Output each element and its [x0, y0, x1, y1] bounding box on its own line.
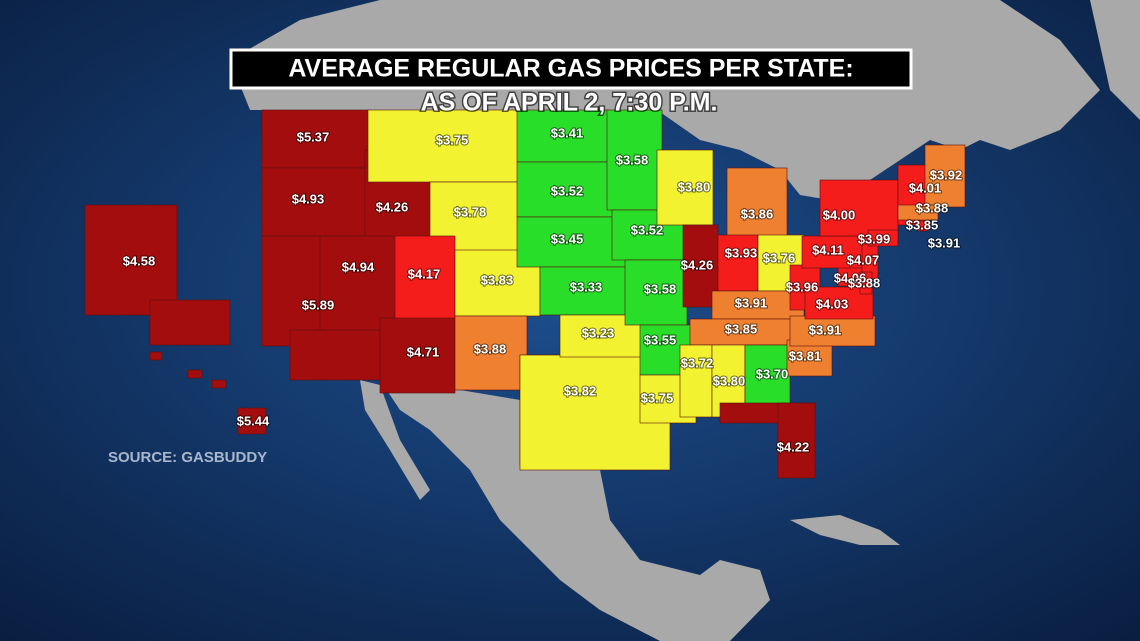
state-region	[289, 329, 381, 381]
price-label: $4.58	[123, 253, 156, 268]
price-label: $3.91	[735, 295, 768, 310]
price-label: $4.07	[847, 252, 880, 267]
state-region	[261, 167, 373, 237]
state-region	[606, 109, 663, 211]
price-label: $3.52	[631, 222, 664, 237]
price-label: $3.85	[906, 217, 939, 232]
price-label: $5.44	[237, 413, 270, 428]
state-region	[237, 407, 267, 435]
price-label: $4.26	[681, 257, 714, 272]
price-label: $3.58	[616, 152, 649, 167]
price-labels: $5.37 $4.93 $4.26 $3.75 $3.78 $4.94 $5.89 $4.17…	[122, 124, 964, 455]
state-region	[379, 317, 456, 394]
price-label: $3.33	[570, 279, 603, 294]
state-region	[726, 167, 788, 247]
price-label: $4.17	[408, 266, 441, 281]
price-label: $3.81	[789, 348, 822, 363]
greenland-land	[1090, 0, 1140, 120]
price-label: $4.00	[823, 207, 856, 222]
state-region	[261, 235, 321, 347]
price-label: $4.71	[407, 344, 440, 359]
baja-land	[360, 380, 430, 500]
price-label: $3.86	[741, 206, 774, 221]
subtitle: AS OF APRIL 2, 7:30 P.M.	[421, 89, 718, 117]
state-region	[454, 315, 528, 391]
price-label: $3.80	[713, 373, 746, 388]
state-region	[516, 109, 610, 163]
state-region	[367, 109, 519, 183]
price-label: $3.80	[678, 179, 711, 194]
state-region	[819, 179, 899, 237]
price-label: $3.88	[848, 275, 881, 290]
state-region	[539, 266, 641, 316]
price-label: $3.78	[454, 204, 487, 219]
price-label: $3.91	[928, 235, 961, 250]
price-label: $3.70	[756, 366, 789, 381]
price-label: $3.83	[481, 272, 514, 287]
state-region	[867, 229, 899, 247]
state-region	[187, 369, 203, 379]
state-region	[859, 271, 873, 295]
price-label: $3.76	[763, 250, 796, 265]
state-region	[777, 402, 816, 479]
price-label: $3.92	[930, 167, 963, 182]
price-label: $4.06	[834, 270, 867, 285]
price-label: $4.26	[376, 199, 409, 214]
state-region	[789, 315, 876, 347]
price-label: $4.03	[816, 296, 849, 311]
state-region	[897, 204, 939, 221]
price-label: $3.85	[725, 321, 758, 336]
state-region	[744, 344, 791, 406]
state-region	[516, 161, 615, 218]
state-region	[211, 379, 227, 389]
state-region	[149, 351, 163, 361]
title: AVERAGE REGULAR GAS PRICES PER STATE:	[288, 55, 853, 83]
price-label: $3.88	[474, 341, 507, 356]
price-label: $3.41	[551, 125, 584, 140]
price-label: $3.88	[916, 200, 949, 215]
price-label: $3.72	[681, 355, 714, 370]
price-label: $5.89	[302, 297, 335, 312]
price-label: $4.22	[777, 439, 810, 454]
state-region	[679, 344, 713, 418]
source: SOURCE: GASBUDDY	[108, 449, 267, 466]
price-label: $3.52	[551, 183, 584, 198]
price-label: $4.11	[812, 242, 844, 257]
state-region	[656, 149, 714, 226]
cuba-land	[790, 515, 900, 545]
price-label: $3.99	[858, 231, 891, 246]
price-label: $3.82	[564, 383, 597, 398]
price-label: $3.91	[809, 322, 842, 337]
price-label: $3.45	[551, 231, 584, 246]
state-region	[917, 220, 929, 232]
states	[84, 109, 966, 479]
state-region	[84, 204, 178, 316]
price-label: $3.75	[641, 390, 674, 405]
price-label: $4.93	[292, 191, 325, 206]
price-label: $5.37	[297, 129, 330, 144]
state-region	[261, 109, 371, 169]
price-label: $3.75	[436, 132, 469, 147]
state-region	[924, 144, 966, 208]
price-label: $4.94	[342, 259, 375, 274]
state-region	[516, 216, 628, 268]
price-label: $3.58	[644, 281, 677, 296]
price-label: $3.96	[786, 279, 819, 294]
title-box	[229, 48, 913, 90]
state-region	[717, 234, 759, 292]
price-label: $3.93	[725, 245, 758, 260]
price-label: $3.23	[582, 325, 615, 340]
price-label: $3.55	[644, 332, 677, 347]
mexico-land	[380, 380, 770, 641]
price-label: $4.01	[909, 180, 942, 195]
state-region	[149, 299, 231, 346]
